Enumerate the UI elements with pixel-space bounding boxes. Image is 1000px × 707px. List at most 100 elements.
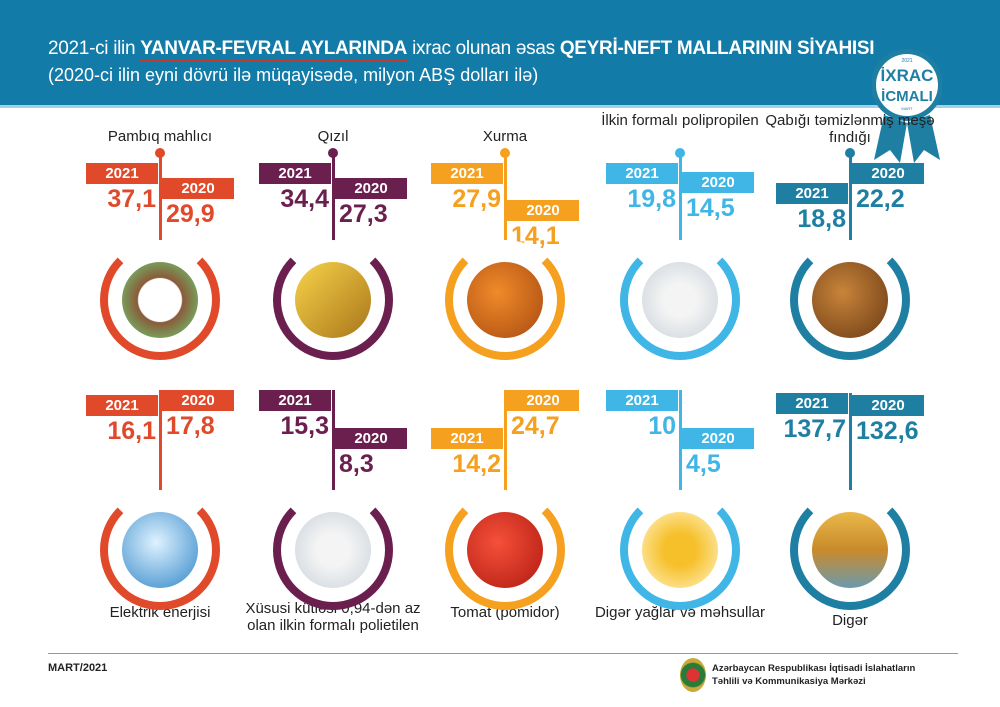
year-tag-2021: 2021 [606,390,678,411]
containers-icon [812,512,888,588]
light-bulb-icon [122,512,198,588]
year-tag-2021: 2021 [606,163,678,184]
value-2021: 137,7 [783,415,846,443]
connector-line [679,152,682,250]
year-tag-2021: 2021 [776,183,848,204]
item-label: Qızıl [317,128,349,145]
year-tag-2021: 2021 [259,390,331,411]
state-emblem-icon [680,658,706,692]
marker-dot [155,148,165,158]
tomato-ring [445,490,565,610]
value-2020: 29,9 [166,200,215,228]
value-2021: 10 [648,412,676,440]
title-part: ixrac olunan əsas [407,38,560,59]
light-bulb-ring [100,490,220,610]
year-tag-2020: 2020 [335,428,407,449]
value-2020: 8,3 [339,450,374,478]
title-part: 2021-ci ilin [48,38,141,59]
value-2021: 27,9 [452,185,501,213]
connector-line [679,390,682,500]
connector-line [849,393,852,500]
value-2020: 132,6 [856,417,919,445]
year-tag-2021: 2021 [431,163,503,184]
value-2021: 34,4 [280,185,329,213]
cotton-icon [122,262,198,338]
year-tag-2020: 2020 [507,200,579,221]
connector-line [332,152,335,250]
value-2020: 4,5 [686,450,721,478]
badge-year: 2021 [901,58,912,64]
title-bold: QEYRİ-NEFT MALLARININ SİYAHISI [559,38,875,59]
header-banner: 2021-ci ilin YANVAR-FEVRAL AYLARINDA ixr… [0,0,1000,108]
item-label: Digər [832,612,868,629]
granules-ring [620,240,740,360]
year-tag-2020: 2020 [162,390,234,411]
marker-dot [500,148,510,158]
year-tag-2020: 2020 [162,178,234,199]
value-2020: 27,3 [339,200,388,228]
persimmon-icon [467,262,543,338]
value-2021: 18,8 [797,205,846,233]
value-2020: 14,5 [686,194,735,222]
badge-line1: İXRAC [881,66,934,85]
marker-dot [845,148,855,158]
year-tag-2021: 2021 [776,393,848,414]
granules-icon [642,262,718,338]
oil-bottle-icon [642,512,718,588]
value-2021: 19,8 [627,185,676,213]
connector-line [504,390,507,500]
connector-line [849,152,852,250]
granules-icon [295,512,371,588]
year-tag-2021: 2021 [86,163,158,184]
item-label: İlkin formalı polipropilen [601,112,759,129]
year-tag-2020: 2020 [852,395,924,416]
year-tag-2020: 2020 [335,178,407,199]
year-tag-2020: 2020 [682,428,754,449]
ixrac-icmali-badge-icon: 2021 İXRAC İCMALI MART [872,49,942,163]
year-tag-2021: 2021 [259,163,331,184]
connector-line [332,390,335,500]
badge-month: MART [901,106,913,111]
value-2021: 14,2 [452,450,501,478]
value-2020: 24,7 [511,412,560,440]
granules-ring [273,490,393,610]
year-tag-2020: 2020 [507,390,579,411]
page-title: 2021-ci ilin YANVAR-FEVRAL AYLARINDA ixr… [48,38,875,61]
organization-name: Azərbaycan Respublikası İqtisadi İslahat… [712,662,915,688]
value-2020: 17,8 [166,412,215,440]
badge-line2: İCMALI [881,88,933,105]
footer-date: MART/2021 [48,662,108,674]
cotton-ring [100,240,220,360]
page-subtitle: (2020-ci ilin eyni dövrü ilə müqayisədə,… [48,65,539,85]
footer-divider [48,653,958,654]
marker-dot [675,148,685,158]
year-tag-2021: 2021 [431,428,503,449]
hazelnut-icon [812,262,888,338]
value-2021: 15,3 [280,412,329,440]
value-2021: 37,1 [107,185,156,213]
title-highlight: YANVAR-FEVRAL AYLARINDA [140,38,408,61]
marker-dot [328,148,338,158]
org-line1: Azərbaycan Respublikası İqtisadi İslahat… [712,663,916,674]
year-tag-2020: 2020 [852,163,924,184]
item-label: Qabığı təmizlənmiş meşə fındığı [765,112,935,146]
item-label: Xurma [482,128,528,145]
item-label: Tomat (pomidor) [450,604,560,621]
connector-line [504,152,507,250]
item-label: Elektrik enerjisi [109,604,211,621]
tomato-icon [467,512,543,588]
hazelnut-ring [790,240,910,360]
year-tag-2020: 2020 [682,172,754,193]
year-tag-2021: 2021 [86,395,158,416]
gold-bars-icon [295,262,371,338]
oil-bottle-ring [620,490,740,610]
item-label: Digər yağlar və məhsullar [594,604,766,621]
gold-bars-ring [273,240,393,360]
value-2021: 16,1 [107,417,156,445]
connector-line [159,152,162,250]
persimmon-ring [445,240,565,360]
connector-line [159,390,162,500]
value-2020: 22,2 [856,185,905,213]
containers-ring [790,490,910,610]
org-line2: Təhlili və Kommunikasiya Mərkəzi [712,676,866,687]
